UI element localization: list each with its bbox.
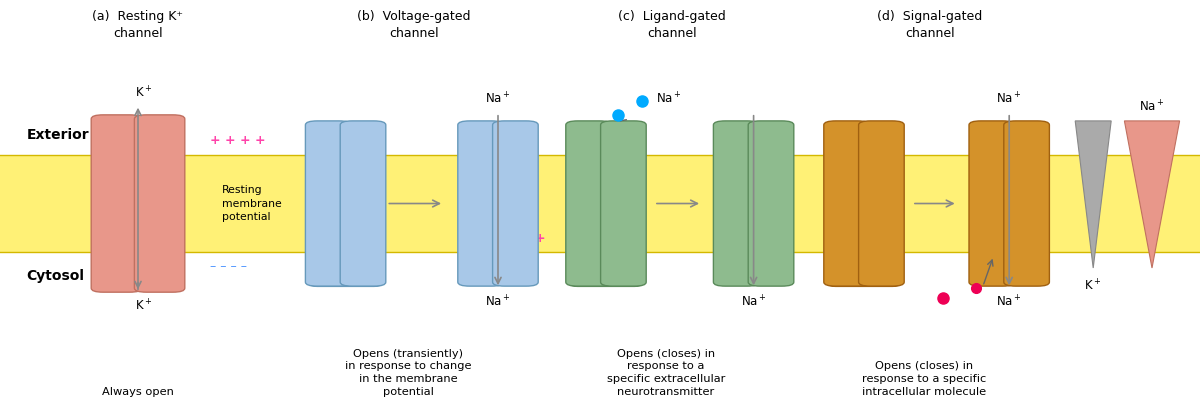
Text: Na$^+$: Na$^+$ [996, 294, 1022, 310]
FancyBboxPatch shape [823, 121, 870, 286]
Text: Always open: Always open [102, 387, 174, 397]
Text: K$^+$: K$^+$ [136, 298, 152, 314]
FancyBboxPatch shape [970, 121, 1015, 286]
Text: Cytosol: Cytosol [26, 269, 84, 283]
FancyBboxPatch shape [570, 272, 641, 287]
Text: (d)  Signal-gated
channel: (d) Signal-gated channel [877, 10, 983, 40]
Text: Na$^+$: Na$^+$ [740, 294, 767, 310]
Text: K$^+$: K$^+$ [136, 85, 152, 101]
Bar [0, 155, 1200, 252]
Text: Na$^+$: Na$^+$ [485, 91, 511, 107]
Text: Na$^+$: Na$^+$ [485, 294, 511, 310]
FancyBboxPatch shape [458, 121, 504, 286]
Text: Resting
membrane
potential: Resting membrane potential [222, 185, 282, 222]
Text: Exterior: Exterior [26, 128, 89, 142]
FancyBboxPatch shape [341, 121, 386, 286]
Text: (a)  Resting K⁺
channel: (a) Resting K⁺ channel [92, 10, 184, 40]
FancyBboxPatch shape [1004, 121, 1050, 286]
FancyBboxPatch shape [91, 115, 142, 292]
FancyBboxPatch shape [859, 121, 905, 286]
Text: Na$^+$: Na$^+$ [655, 91, 682, 107]
Text: Na$^+$: Na$^+$ [996, 91, 1022, 107]
Text: + +: + + [520, 232, 545, 245]
Polygon shape [1075, 121, 1111, 268]
Text: K$^+$: K$^+$ [1085, 278, 1102, 293]
Polygon shape [1124, 121, 1180, 268]
Text: (b)  Voltage-gated
channel: (b) Voltage-gated channel [358, 10, 470, 40]
Text: – – – –: – – – – [210, 260, 247, 273]
FancyBboxPatch shape [310, 272, 382, 287]
Text: + + + +: + + + + [210, 134, 265, 147]
Text: – –: – – [520, 162, 536, 175]
Text: Opens (closes) in
response to a
specific extracellular
neurotransmitter: Opens (closes) in response to a specific… [607, 349, 725, 397]
Text: Opens (transiently)
in response to change
in the membrane
potential: Opens (transiently) in response to chang… [344, 349, 472, 397]
FancyBboxPatch shape [305, 121, 350, 286]
FancyBboxPatch shape [492, 121, 538, 286]
FancyBboxPatch shape [565, 121, 611, 286]
FancyBboxPatch shape [749, 121, 794, 286]
Text: Na$^+$: Na$^+$ [1139, 100, 1165, 115]
FancyBboxPatch shape [714, 121, 760, 286]
FancyBboxPatch shape [134, 115, 185, 292]
Text: Opens (closes) in
response to a specific
intracellular molecule: Opens (closes) in response to a specific… [862, 361, 986, 397]
Text: (c)  Ligand-gated
channel: (c) Ligand-gated channel [618, 10, 726, 40]
FancyBboxPatch shape [600, 121, 646, 286]
FancyBboxPatch shape [829, 272, 900, 287]
